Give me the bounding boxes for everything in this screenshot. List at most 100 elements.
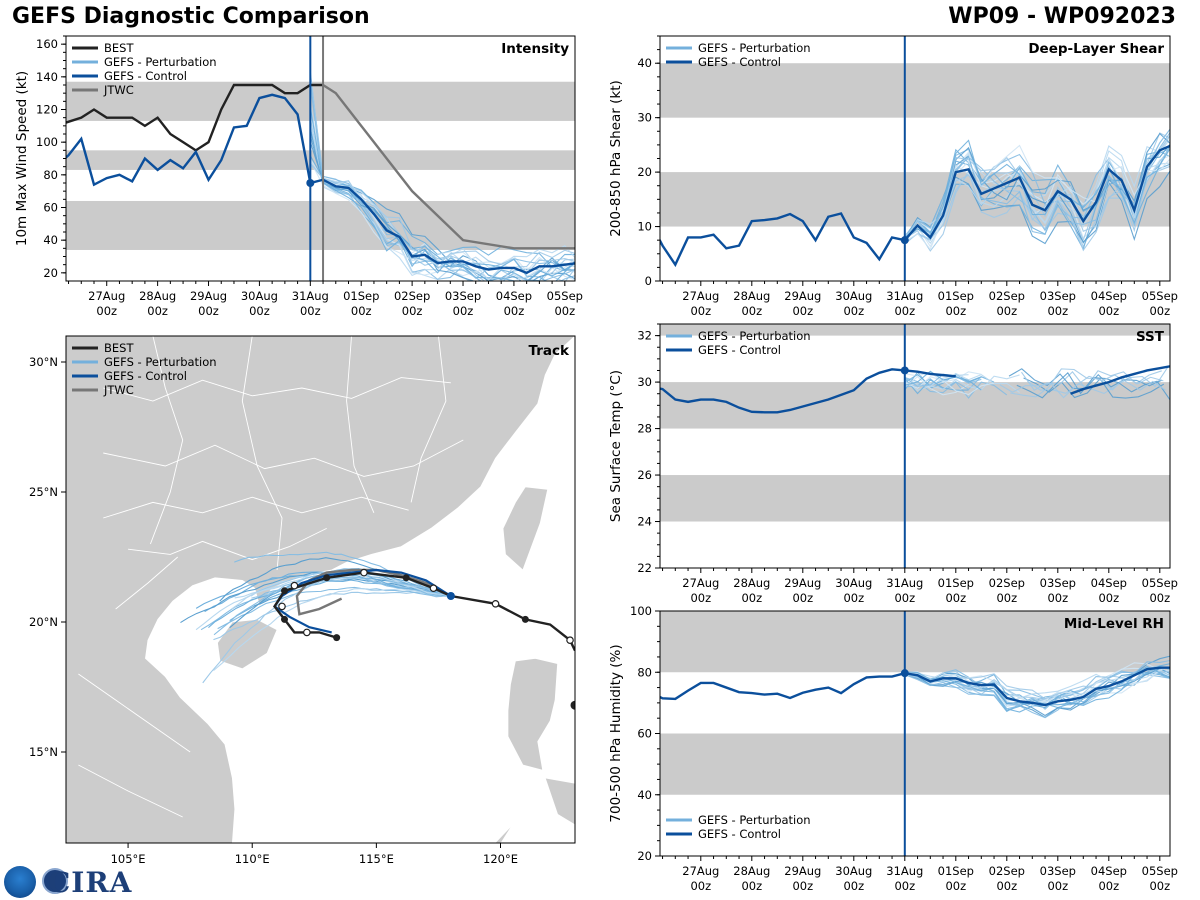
sst-xtick-hour: 00z — [996, 591, 1017, 605]
track-label: Track — [529, 343, 570, 359]
shear-xtick-day: 04Sep — [1091, 289, 1127, 303]
track-control-line — [273, 568, 452, 634]
province-border — [78, 764, 183, 818]
rh-xtick-day: 27Aug — [682, 864, 719, 878]
sst-xtick-hour: 00z — [1098, 591, 1119, 605]
track-best-marker — [280, 587, 288, 595]
rh-xtick-hour: 00z — [1098, 879, 1119, 893]
rh-xtick-hour: 00z — [1047, 879, 1068, 893]
intensity-band-0 — [66, 200, 575, 250]
sst-xtick-day: 05Sep — [1142, 576, 1178, 590]
intensity-control-line — [66, 93, 575, 275]
sst-control-line — [1070, 365, 1170, 395]
rh-xtick-hour: 00z — [894, 879, 915, 893]
sst-ytick-label: 26 — [637, 468, 652, 482]
intensity-legend-label: GEFS - Perturbation — [104, 55, 217, 69]
intensity-xtick-hour: 00z — [249, 304, 270, 318]
sst-ylabel: Sea Surface Temp (°C) — [608, 370, 624, 522]
sst-xtick-day: 02Sep — [989, 576, 1025, 590]
shear-xtick-day: 02Sep — [989, 289, 1025, 303]
intensity-xtick-hour: 00z — [351, 304, 372, 318]
intensity-xtick-day: 02Sep — [394, 289, 430, 303]
intensity-xtick-hour: 00z — [300, 304, 321, 318]
sst-legend-label: GEFS - Perturbation — [698, 329, 811, 343]
shear-perturbation-line — [904, 163, 1170, 245]
shear-panel: 01020304027Aug00z28Aug00z29Aug00z30Aug00… — [608, 35, 1178, 318]
track-best-marker-open — [303, 628, 311, 637]
sst-perturbation-line — [904, 370, 982, 391]
track-perturbation-line — [217, 586, 451, 630]
shear-xtick-day: 27Aug — [682, 289, 719, 303]
rh-xtick-day: 02Sep — [989, 864, 1025, 878]
rh-init-point — [900, 669, 909, 678]
province-border — [78, 673, 191, 753]
track-ytick-label: 30°N — [29, 355, 58, 369]
intensity-band-2 — [66, 81, 575, 121]
sst-xtick-day: 29Aug — [784, 576, 821, 590]
track-best-marker-open — [491, 599, 500, 608]
track-legend-label: GEFS - Perturbation — [104, 355, 217, 369]
rh-xtick-day: 04Sep — [1091, 864, 1127, 878]
intensity-xtick-hour: 00z — [147, 304, 168, 318]
sst-xtick-hour: 00z — [1149, 591, 1170, 605]
intensity-xtick-day: 04Sep — [496, 289, 532, 303]
track-init-point — [446, 592, 455, 600]
province-border — [115, 556, 179, 610]
shear-xtick-day: 30Aug — [835, 289, 872, 303]
rh-ytick-label: 60 — [637, 727, 652, 741]
track-xtick-label: 105°E — [111, 852, 146, 866]
shear-ytick-label: 10 — [637, 220, 652, 234]
shear-xtick-day: 05Sep — [1142, 289, 1178, 303]
noaa-seal-icon — [4, 866, 36, 898]
track-best-marker-open — [429, 584, 438, 593]
intensity-xtick-hour: 00z — [504, 304, 525, 318]
shear-xtick-hour: 00z — [792, 304, 813, 318]
shear-xtick-day: 03Sep — [1040, 289, 1076, 303]
rh-ytick-label: 20 — [637, 849, 652, 863]
land-taiwan — [502, 486, 549, 571]
track-best-marker — [323, 574, 331, 582]
sst-ytick-label: 24 — [637, 515, 652, 529]
rh-xtick-day: 01Sep — [938, 864, 974, 878]
shear-perturbation-line — [904, 139, 1170, 239]
intensity-xtick-hour: 00z — [96, 304, 117, 318]
sst-perturbation-line — [904, 371, 982, 383]
intensity-ytick-label: 80 — [43, 168, 58, 182]
rh-xtick-day: 03Sep — [1040, 864, 1076, 878]
sst-ytick-label: 32 — [637, 329, 652, 343]
intensity-xtick-day: 28Aug — [139, 289, 176, 303]
sst-perturbation-line — [904, 377, 969, 395]
track-best-marker — [521, 615, 529, 623]
track-xtick-label: 110°E — [235, 852, 270, 866]
intensity-jtwc-line — [322, 83, 575, 250]
sst-plot-area — [660, 324, 1170, 568]
intensity-ytick-label: 100 — [36, 135, 58, 149]
rh-xtick-day: 31Aug — [886, 864, 923, 878]
rh-xtick-day: 05Sep — [1142, 864, 1178, 878]
intensity-xtick-day: 30Aug — [241, 289, 278, 303]
land-luzon — [507, 657, 559, 771]
shear-xtick-hour: 00z — [945, 304, 966, 318]
track-panel: 105°E 110°E 115°E 120°E 15°N 20°N 25°N 30°N Trac… — [29, 335, 576, 866]
csu-seal-icon — [42, 868, 68, 894]
sst-xtick-day: 27Aug — [682, 576, 719, 590]
intensity-xtick-day: 27Aug — [88, 289, 125, 303]
sst-xtick-day: 01Sep — [938, 576, 974, 590]
sst-band-2 — [660, 324, 1170, 336]
intensity-xtick-day: 31Aug — [292, 289, 329, 303]
rh-xtick-day: 30Aug — [835, 864, 872, 878]
rh-ylabel: 700-500 hPa Humidity (%) — [608, 644, 624, 822]
rh-band-1 — [660, 611, 1170, 673]
rh-ytick-label: 100 — [630, 604, 652, 618]
shear-xtick-day: 29Aug — [784, 289, 821, 303]
shear-xtick-hour: 00z — [690, 304, 711, 318]
shear-perturbation-line — [904, 134, 1170, 241]
shear-plot-area — [660, 36, 1170, 281]
province-border — [103, 377, 451, 402]
intensity-legend-label: BEST — [104, 41, 134, 55]
intensity-legend-label: GEFS - Control — [104, 69, 187, 83]
shear-control-line — [660, 144, 1170, 268]
sst-ytick-label: 28 — [637, 422, 652, 436]
shear-xtick-hour: 00z — [843, 304, 864, 318]
rh-legend-label: GEFS - Control — [698, 827, 781, 841]
